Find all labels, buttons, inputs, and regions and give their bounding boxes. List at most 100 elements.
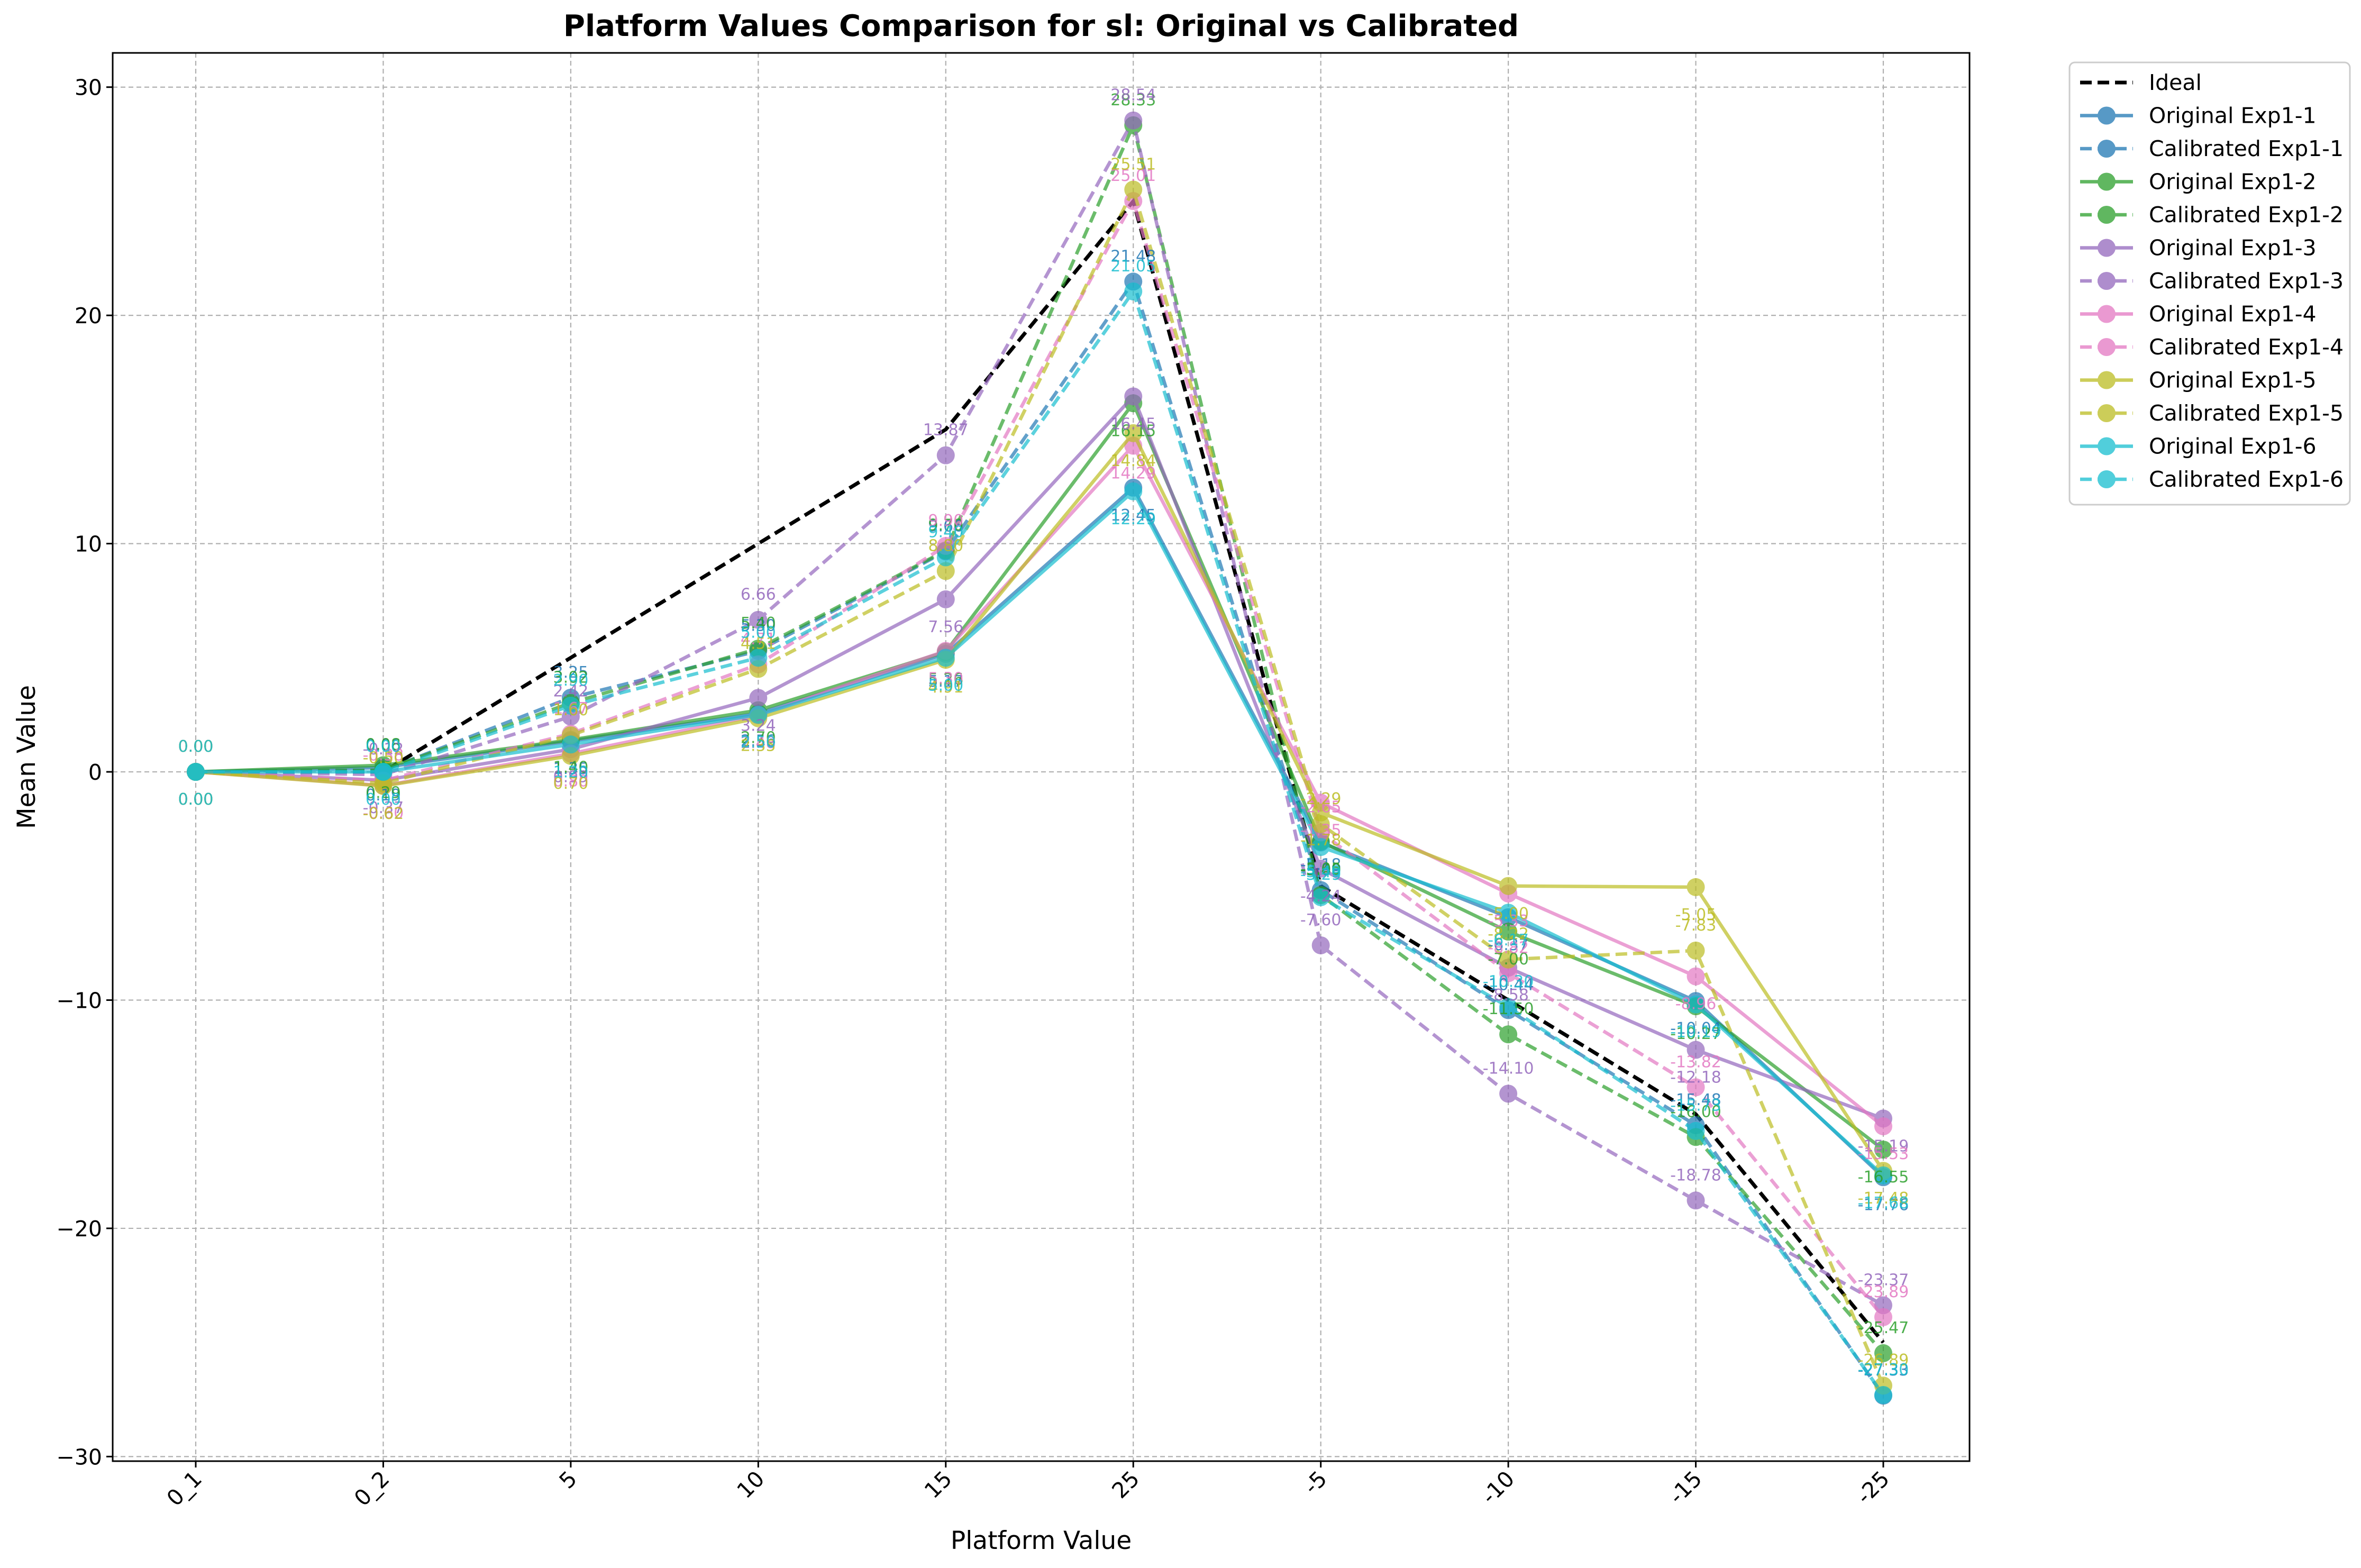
data-label: -0.12 [363, 740, 404, 759]
y-tick-label: 20 [75, 303, 102, 329]
data-labels-layer: 0.00 0.191.352.565.1712.45-3.09-6.37-10.0… [178, 86, 1909, 1380]
legend-swatch-marker [2098, 371, 2116, 389]
legend-item [2080, 106, 2133, 125]
series-point [187, 763, 205, 781]
data-label: 0.80 [553, 772, 588, 791]
series-point [936, 548, 955, 567]
series-point [1311, 837, 1330, 856]
data-label: 25.01 [1110, 167, 1156, 185]
data-label: 0.00 [178, 737, 214, 756]
data-label: -23.89 [1858, 1283, 1909, 1301]
data-label: -0.50 [363, 749, 404, 768]
series-point [936, 649, 955, 667]
series-point [374, 763, 393, 781]
series-point [561, 735, 580, 754]
series-line-ideal [196, 197, 1885, 1344]
legend-swatch-marker [2098, 338, 2116, 356]
data-label: -2.29 [1300, 790, 1342, 808]
data-label: 0.00 [178, 737, 214, 756]
series-point [1124, 111, 1143, 130]
legend-item [2080, 404, 2133, 422]
y-tick-label: −10 [56, 988, 102, 1013]
series-point [749, 689, 768, 707]
series-point [1499, 1084, 1518, 1103]
legend-label: Original Exp1-4 [2149, 302, 2317, 327]
legend-swatch-marker [2098, 239, 2116, 257]
series-point [1687, 1122, 1705, 1140]
data-label: 1.40 [553, 759, 588, 777]
data-label: -1.35 [1300, 821, 1342, 840]
legend-item [2080, 338, 2133, 356]
series-point [1687, 941, 1705, 960]
series-point [1874, 1141, 1892, 1159]
data-label: -0.38 [363, 746, 404, 764]
data-label: 0.00 [366, 790, 401, 809]
data-label: -15.53 [1858, 1145, 1909, 1163]
series-point [1124, 482, 1143, 500]
data-label: -10.04 [1670, 1019, 1721, 1038]
data-label: -10.19 [1670, 1023, 1721, 1042]
legend-item [2080, 140, 2133, 158]
series-point [1124, 424, 1143, 442]
legend-swatch-marker [2098, 206, 2116, 224]
data-label: -13.82 [1670, 1053, 1721, 1071]
data-label: -8.22 [1488, 925, 1529, 944]
data-label: -7.83 [1675, 916, 1717, 935]
series-point [1499, 964, 1518, 982]
data-label: -15.19 [1858, 1137, 1909, 1155]
data-label: -17.76 [1858, 1196, 1909, 1214]
data-label: 1.67 [553, 699, 588, 718]
series-point [1499, 1025, 1518, 1044]
data-label: 13.87 [923, 421, 969, 440]
data-label: -10.44 [1483, 976, 1534, 994]
series-point [1687, 1078, 1705, 1097]
data-label: 2.42 [553, 682, 588, 701]
data-label: 0.99 [553, 768, 588, 786]
data-label: -6.17 [1488, 931, 1529, 950]
data-label: 0.00 [178, 790, 214, 809]
legend-swatch-marker [2098, 272, 2116, 290]
series-point [1311, 888, 1330, 906]
legend-frame [2068, 61, 2351, 506]
data-label: -4.24 [1300, 887, 1342, 906]
data-label: 3.24 [741, 716, 776, 735]
series-point [1874, 1117, 1892, 1136]
data-label: 6.66 [741, 586, 776, 604]
y-axis-label: Mean Value [12, 685, 41, 829]
legend-label: Calibrated Exp1-5 [2149, 400, 2344, 426]
series-point [1687, 1041, 1705, 1059]
data-label: 2.90 [553, 671, 588, 690]
series-point [1499, 923, 1518, 941]
legend-label: Original Exp1-3 [2149, 235, 2317, 261]
series-group [187, 282, 1892, 1404]
data-label: 4.71 [741, 630, 776, 649]
data-label: 5.00 [741, 623, 776, 642]
series-point [1687, 995, 1705, 1014]
data-label: -18.78 [1670, 1166, 1721, 1184]
legend-label: Calibrated Exp1-2 [2149, 202, 2344, 227]
data-label: -26.89 [1858, 1351, 1909, 1370]
data-label: 5.40 [741, 614, 776, 633]
legend-label: Original Exp1-1 [2149, 103, 2317, 129]
data-label: -7.00 [1488, 950, 1529, 969]
series-point [936, 590, 955, 608]
legend-label: Calibrated Exp1-1 [2149, 136, 2344, 161]
data-label: -16.00 [1670, 1102, 1721, 1121]
series-line [195, 402, 1884, 1151]
data-label: 25.51 [1110, 155, 1156, 174]
series-point [1124, 180, 1143, 199]
series-point [1311, 936, 1330, 954]
data-label: 2.48 [741, 734, 776, 752]
legend-item [2080, 470, 2133, 488]
data-label: 9.70 [928, 516, 963, 535]
legend-label: Calibrated Exp1-4 [2149, 334, 2344, 360]
data-label: -15.73 [1670, 1097, 1721, 1115]
data-label: 28.54 [1110, 86, 1156, 105]
data-label: 0.00 [178, 737, 214, 756]
y-axis-ticks: −30 −20 −10 0 10 20 30 [56, 75, 113, 1470]
data-label: 5.30 [928, 669, 963, 688]
y-tick-label: −20 [56, 1216, 102, 1242]
data-label: 14.84 [1110, 452, 1156, 470]
data-label: -6.37 [1488, 936, 1529, 954]
data-label: 0.00 [366, 737, 401, 756]
